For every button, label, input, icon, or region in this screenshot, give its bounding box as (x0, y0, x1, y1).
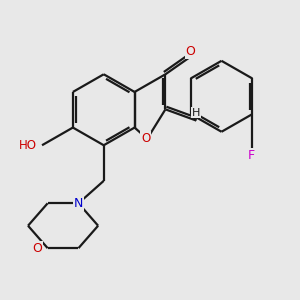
Text: O: O (186, 45, 196, 58)
Text: H: H (192, 108, 200, 118)
Text: F: F (248, 149, 254, 162)
Text: N: N (74, 197, 83, 210)
Text: HO: HO (19, 139, 37, 152)
Text: O: O (141, 132, 150, 145)
Text: O: O (33, 242, 43, 255)
